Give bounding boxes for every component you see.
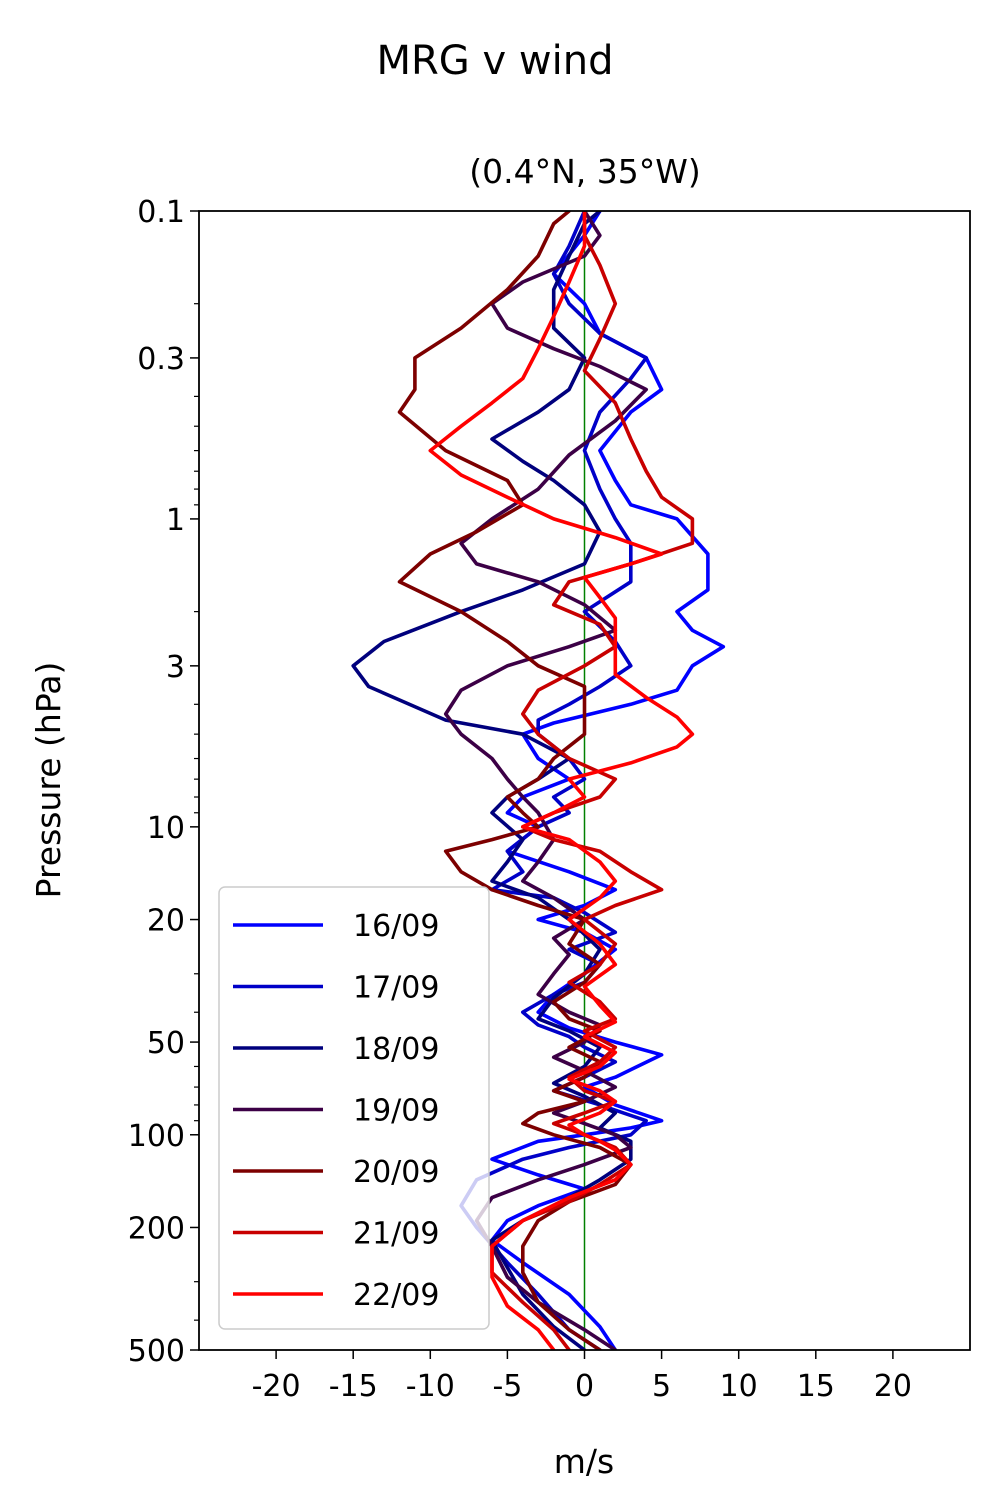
y-axis-label: Pressure (hPa) [29, 662, 68, 899]
y-tick-label: 50 [147, 1026, 185, 1061]
y-tick-label: 3 [166, 650, 185, 685]
x-tick-label: 5 [652, 1369, 671, 1404]
x-tick-label: 0 [575, 1369, 594, 1404]
chart-subtitle: (0.4°N, 35°W) [469, 152, 701, 191]
y-axis: 0.1 0.3 1 3 10 20 50 100 200 500 [128, 195, 199, 1369]
series-lines [351, 211, 726, 1350]
x-tick-label: 10 [720, 1369, 758, 1404]
series-line-21-09 [490, 211, 695, 1350]
legend-box [218, 886, 490, 1330]
series-line-19-09 [443, 211, 648, 1350]
x-tick-label: 15 [797, 1369, 835, 1404]
y-tick-label: 0.3 [137, 342, 185, 377]
series-line-22-09 [428, 211, 695, 1350]
chart-title: MRG v wind [377, 38, 614, 84]
legend-label: 18/09 [353, 1032, 439, 1067]
legend-label: 20/09 [353, 1155, 439, 1190]
x-axis-label: m/s [554, 1442, 614, 1481]
series-line-20-09 [397, 211, 633, 1350]
legend-label: 22/09 [353, 1278, 439, 1313]
x-tick-label: 20 [874, 1369, 912, 1404]
y-tick-label: 1 [166, 503, 185, 538]
legend-label: 19/09 [353, 1094, 439, 1129]
legend-label: 17/09 [353, 971, 439, 1006]
series-line-16-09 [490, 211, 726, 1350]
x-tick-label: -5 [492, 1369, 522, 1404]
series-line-18-09 [351, 211, 633, 1350]
y-tick-label: 0.1 [137, 195, 185, 230]
y-tick-label: 20 [147, 904, 185, 939]
x-tick-label: -15 [329, 1369, 378, 1404]
y-tick-label: 500 [128, 1334, 185, 1369]
x-tick-label: -10 [406, 1369, 455, 1404]
legend-label: 16/09 [353, 909, 439, 944]
plot-area [351, 211, 726, 1350]
y-tick-label: 10 [147, 811, 185, 846]
x-tick-label: -20 [252, 1369, 301, 1404]
legend-label: 21/09 [353, 1217, 439, 1252]
y-tick-label: 200 [128, 1211, 185, 1246]
y-tick-label: 100 [128, 1119, 185, 1154]
legend: 16/09 17/09 18/09 19/09 20/09 21/09 22/09 [218, 886, 490, 1330]
x-axis: -20 -15 -10 -5 0 5 10 15 20 [252, 1350, 912, 1404]
